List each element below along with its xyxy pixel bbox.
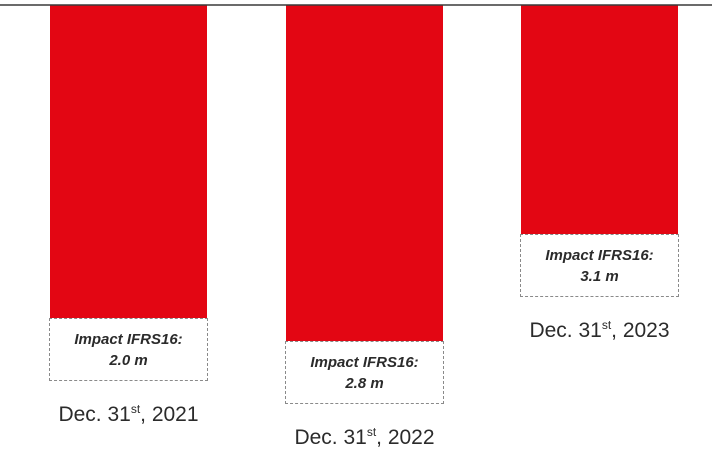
category-suffix: st <box>130 402 141 416</box>
chart-svg <box>0 4 712 341</box>
annotation-2: Impact IFRS16: 2.8 m <box>285 341 444 404</box>
category-label-3: Dec. 31st, 2023 <box>500 319 700 343</box>
category-label-1: Dec. 31st, 2021 <box>29 403 229 427</box>
category-year: , 2021 <box>140 403 199 426</box>
annotation-3: Impact IFRS16: 3.1 m <box>520 234 679 297</box>
category-text: Dec. 31 <box>529 319 602 342</box>
bar-1 <box>50 5 207 318</box>
category-year: , 2022 <box>376 426 435 449</box>
bar-3 <box>521 5 678 234</box>
category-suffix: st <box>366 425 377 439</box>
category-text: Dec. 31 <box>58 403 131 426</box>
annotation-line2: 2.8 m <box>345 374 384 392</box>
annotation-line1: Impact IFRS16: <box>545 246 654 264</box>
category-text: Dec. 31 <box>294 426 367 449</box>
annotation-line1: Impact IFRS16: <box>310 353 419 371</box>
annotation-line1: Impact IFRS16: <box>74 330 183 348</box>
category-year: , 2023 <box>611 319 670 342</box>
category-suffix: st <box>601 318 612 332</box>
chart: Impact IFRS16: 2.0 m Dec. 31st, 2021 Impact… <box>0 4 712 449</box>
annotation-line2: 3.1 m <box>580 267 619 285</box>
annotation-1: Impact IFRS16: 2.0 m <box>49 318 208 381</box>
category-label-2: Dec. 31st, 2022 <box>265 426 465 450</box>
annotation-line2: 2.0 m <box>109 351 148 369</box>
bar-2 <box>286 5 443 341</box>
